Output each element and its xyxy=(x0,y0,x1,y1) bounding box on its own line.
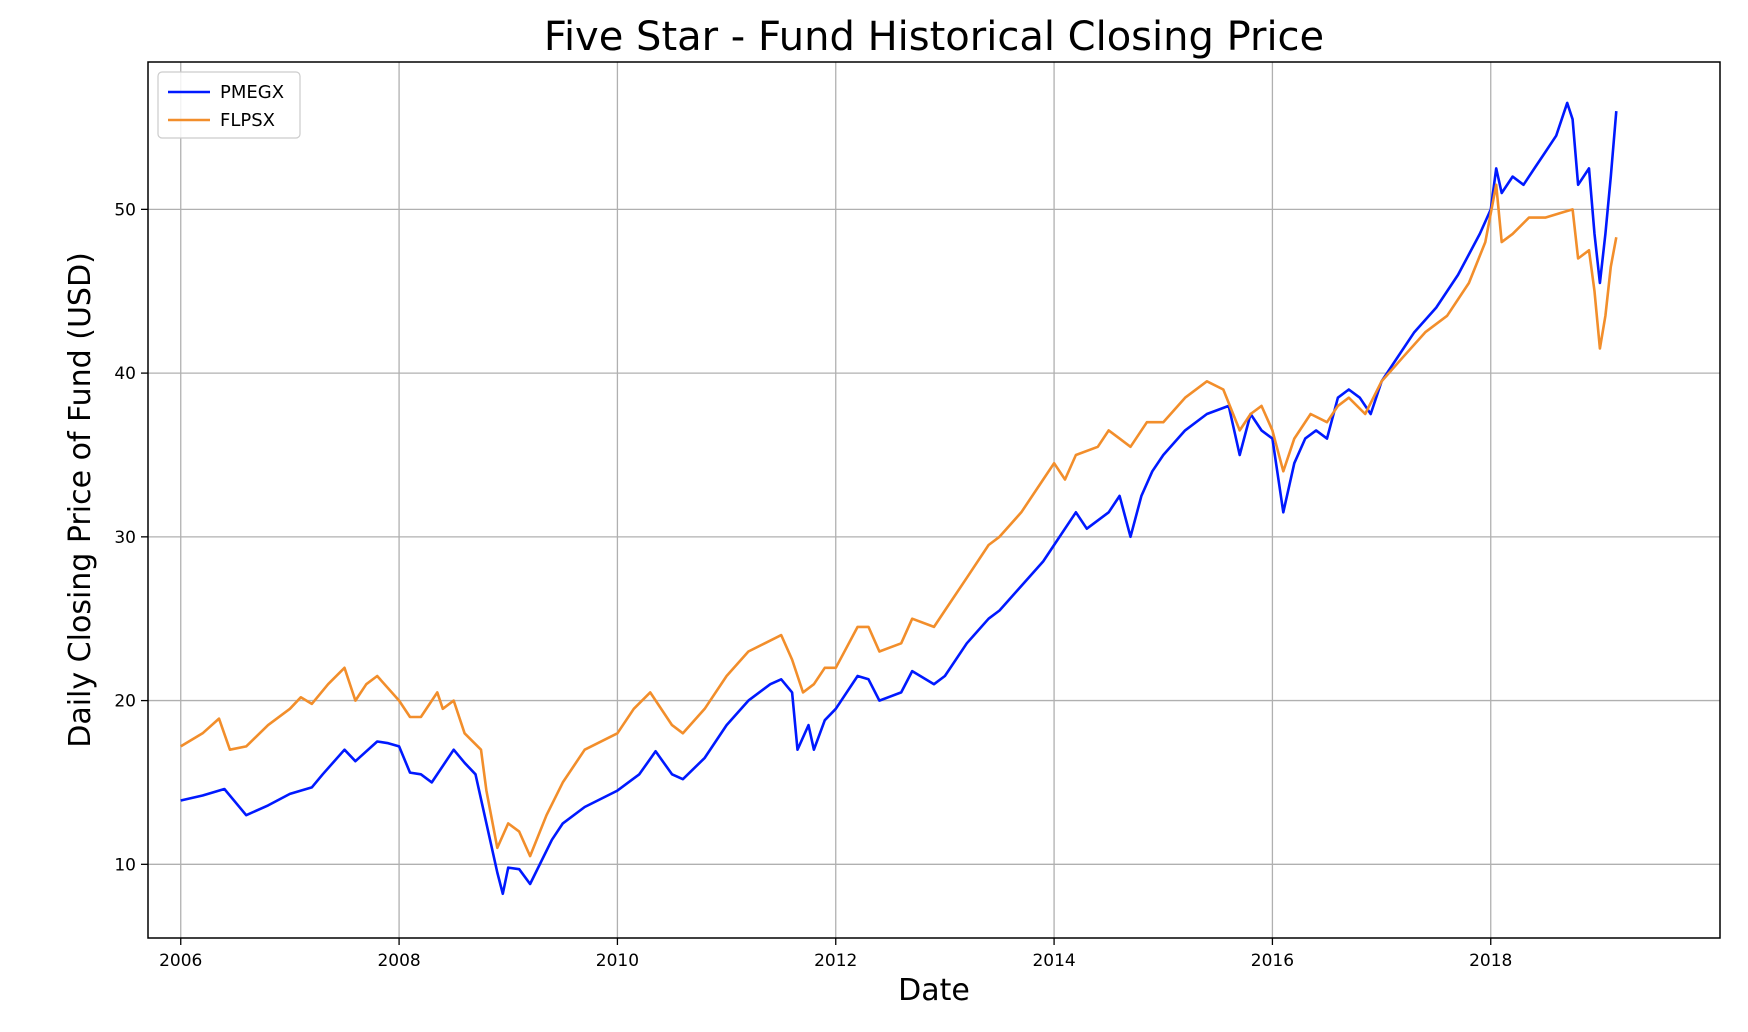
chart-title: Five Star - Fund Historical Closing Pric… xyxy=(544,14,1324,60)
y-tick-label: 40 xyxy=(114,364,136,384)
plot-frame xyxy=(147,61,1721,939)
x-tick-label: 2008 xyxy=(377,951,420,971)
x-tick-label: 2016 xyxy=(1251,951,1294,971)
y-tick-label: 30 xyxy=(114,528,136,548)
legend-label-flpsx: FLPSX xyxy=(220,110,275,131)
y-axis-ticks: 10 20 30 40 50 xyxy=(114,200,148,875)
x-axis-ticks: 2006 2008 2010 2012 2014 2016 2018 xyxy=(159,938,1512,971)
series-line-flpsx xyxy=(180,183,1618,858)
legend-box xyxy=(157,71,301,139)
grid-layer xyxy=(148,62,1720,938)
x-axis-label: Date xyxy=(898,973,970,1008)
legend-label-pmegx: PMEGX xyxy=(220,82,284,103)
y-axis-label: Daily Closing Price of Fund (USD) xyxy=(63,252,98,748)
series-layer xyxy=(180,101,1618,896)
series-line-pmegx xyxy=(180,101,1618,896)
y-tick-label: 20 xyxy=(114,692,136,712)
x-tick-label: 2014 xyxy=(1032,951,1075,971)
x-tick-label: 2018 xyxy=(1469,951,1512,971)
x-tick-label: 2012 xyxy=(814,951,857,971)
y-tick-label: 50 xyxy=(114,200,136,220)
legend: PMEGX FLPSX xyxy=(157,71,301,139)
x-tick-label: 2006 xyxy=(159,951,202,971)
x-tick-label: 2010 xyxy=(596,951,639,971)
y-tick-label: 10 xyxy=(114,855,136,875)
